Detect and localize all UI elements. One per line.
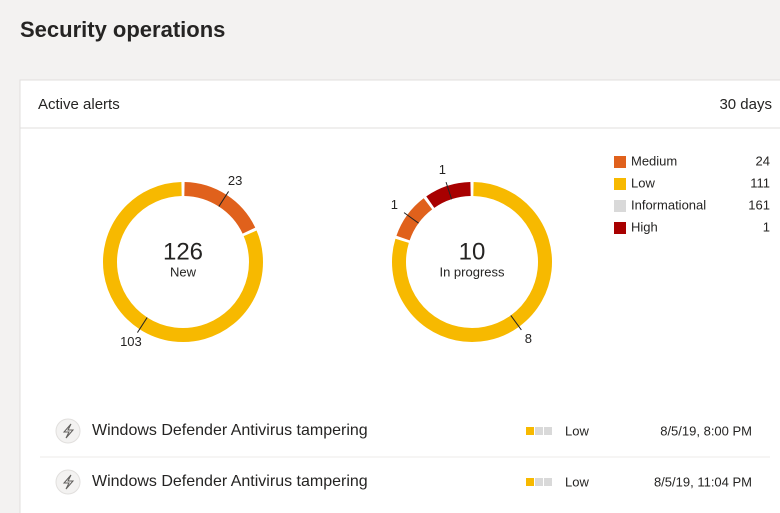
- donut-caption: New: [170, 264, 197, 279]
- segment-label: 1: [439, 162, 446, 177]
- segment-label: 1: [391, 197, 398, 212]
- severity-bar: [544, 427, 552, 435]
- legend-count: 1: [763, 219, 770, 234]
- legend-count: 111: [750, 175, 770, 190]
- card-title: Active alerts: [38, 96, 120, 113]
- leader-line: [218, 191, 229, 207]
- alert-time: 8/5/19, 11:04 PM: [654, 474, 752, 489]
- legend-name: Medium: [631, 153, 677, 168]
- segment-label: 8: [525, 331, 532, 346]
- legend-swatch: [614, 222, 626, 234]
- donut-total: 10: [459, 238, 486, 265]
- leader-line: [510, 315, 522, 331]
- legend-swatch: [614, 156, 626, 168]
- legend-count: 24: [756, 153, 770, 168]
- segment-label: 23: [228, 173, 242, 188]
- leader-line: [137, 317, 148, 333]
- alert-icon: [55, 469, 81, 495]
- legend-name: Low: [631, 175, 655, 190]
- page-title: Security operations: [20, 17, 225, 42]
- alert-title[interactable]: Windows Defender Antivirus tampering: [92, 473, 368, 490]
- severity-bar: [526, 427, 534, 435]
- bolt-icon: [62, 474, 75, 490]
- alert-severity: Low: [565, 474, 589, 489]
- severity-bar: [526, 478, 534, 486]
- alert-time: 8/5/19, 8:00 PM: [660, 423, 752, 438]
- severity-bar: [535, 427, 543, 435]
- legend-swatch: [614, 178, 626, 190]
- legend-count: 161: [748, 197, 770, 212]
- severity-bar: [544, 478, 552, 486]
- alert-severity: Low: [565, 423, 589, 438]
- alert-icon: [55, 418, 81, 444]
- leader-line: [403, 212, 419, 224]
- legend-swatch: [614, 200, 626, 212]
- segment-label: 103: [120, 334, 142, 349]
- donut-total: 126: [163, 238, 203, 265]
- alert-title[interactable]: Windows Defender Antivirus tampering: [92, 422, 368, 439]
- legend-name: High: [631, 219, 658, 234]
- donut-caption: In progress: [439, 264, 505, 279]
- severity-bar: [535, 478, 543, 486]
- legend-name: Informational: [631, 197, 706, 212]
- bolt-icon: [62, 423, 75, 439]
- period[interactable]: 30 days: [719, 96, 772, 113]
- leader-line: [445, 181, 453, 200]
